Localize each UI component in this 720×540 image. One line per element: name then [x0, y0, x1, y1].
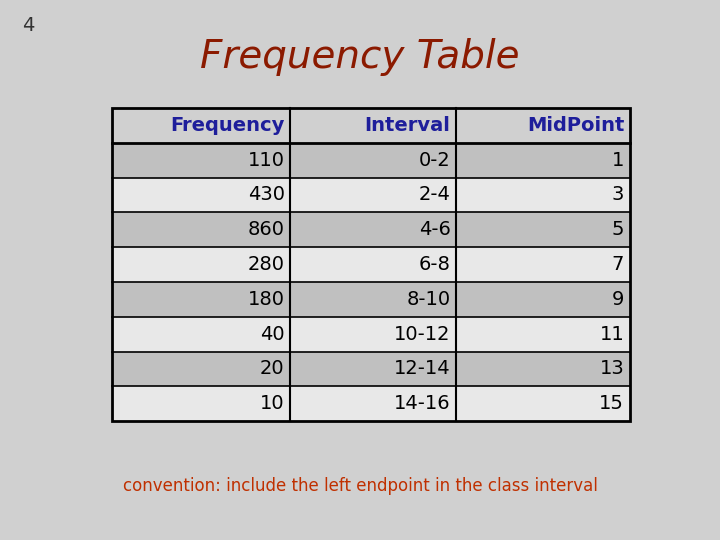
Text: 2-4: 2-4 — [419, 186, 451, 205]
Text: 3: 3 — [612, 186, 624, 205]
Text: 430: 430 — [248, 186, 284, 205]
Text: 10-12: 10-12 — [394, 325, 451, 343]
Text: Frequency Table: Frequency Table — [200, 38, 520, 76]
Text: 7: 7 — [612, 255, 624, 274]
Text: 180: 180 — [248, 290, 284, 309]
Text: 5: 5 — [612, 220, 624, 239]
Text: 4: 4 — [22, 16, 34, 35]
Text: 6-8: 6-8 — [419, 255, 451, 274]
Text: 40: 40 — [260, 325, 284, 343]
Text: 13: 13 — [600, 360, 624, 379]
Text: convention: include the left endpoint in the class interval: convention: include the left endpoint in… — [122, 477, 598, 495]
Text: 0-2: 0-2 — [419, 151, 451, 170]
Text: 110: 110 — [248, 151, 284, 170]
Text: MidPoint: MidPoint — [527, 116, 624, 135]
Text: Interval: Interval — [365, 116, 451, 135]
Text: 280: 280 — [248, 255, 284, 274]
Text: 14-16: 14-16 — [394, 394, 451, 413]
Text: 15: 15 — [599, 394, 624, 413]
Text: 9: 9 — [612, 290, 624, 309]
Text: 860: 860 — [248, 220, 284, 239]
Text: 10: 10 — [260, 394, 284, 413]
Text: 20: 20 — [260, 360, 284, 379]
Text: 1: 1 — [612, 151, 624, 170]
Text: 12-14: 12-14 — [394, 360, 451, 379]
Text: 8-10: 8-10 — [407, 290, 451, 309]
Text: 11: 11 — [600, 325, 624, 343]
Text: Frequency: Frequency — [171, 116, 284, 135]
Text: 4-6: 4-6 — [419, 220, 451, 239]
